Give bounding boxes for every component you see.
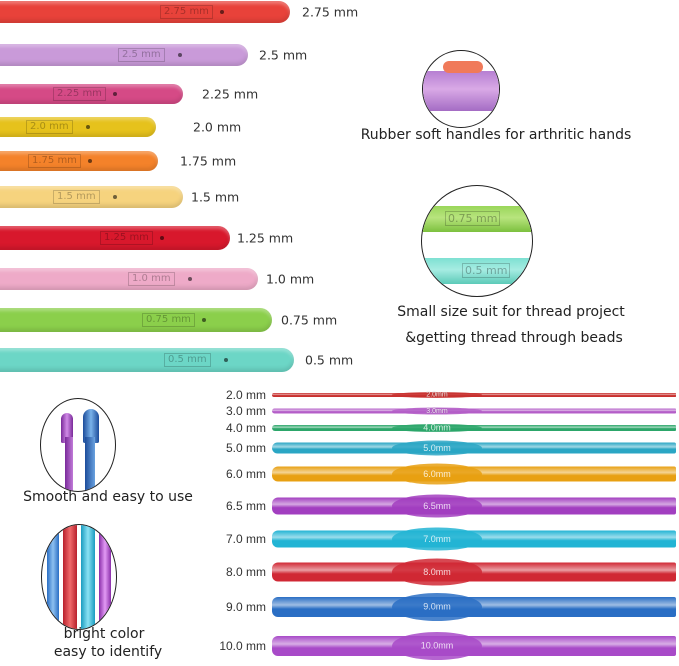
metal-hook: 6.5mm bbox=[272, 494, 676, 518]
handle-size-mark: 0.75 mm bbox=[142, 313, 195, 327]
mark-05: 0.5 mm bbox=[462, 263, 511, 278]
hook-thumb-rest bbox=[392, 632, 482, 660]
rubber-hook-size-label: 1.0 mm bbox=[266, 271, 315, 287]
rubber-hook-size-label: 1.75 mm bbox=[180, 153, 237, 169]
rubber-hook-size-label: 0.75 mm bbox=[281, 312, 338, 328]
hook-size-mark: 10.0mm bbox=[420, 640, 454, 651]
hook-size-mark: 6.5mm bbox=[423, 500, 451, 511]
rubber-hook-size-label: 1.5 mm bbox=[191, 189, 240, 205]
rubber-hook-handle: 0.5 mm bbox=[0, 348, 294, 372]
metal-hook: 6.0mm bbox=[272, 463, 676, 485]
hook-thumb-rest bbox=[392, 440, 482, 456]
metal-hook-size-label: 6.5 mm bbox=[225, 499, 266, 513]
metal-hook-size-label: 5.0 mm bbox=[225, 441, 266, 455]
metal-hook: 8.0mm bbox=[272, 558, 676, 586]
metal-hook-size-label: 4.0 mm bbox=[225, 421, 266, 435]
small-size-caption-1: Small size suit for thread project bbox=[397, 304, 625, 320]
hook-thumb-rest bbox=[392, 423, 482, 433]
hook-size-mark: 9.0mm bbox=[423, 601, 451, 612]
hook-size-mark: 2.0mm bbox=[426, 391, 448, 399]
hook-thumb-rest bbox=[392, 558, 482, 586]
handle-size-mark: 2.25 mm bbox=[53, 87, 106, 101]
metal-hook: 2.0mm bbox=[272, 391, 676, 399]
metal-hook-size-label: 8.0 mm bbox=[225, 565, 266, 579]
hook-thumb-rest bbox=[392, 494, 482, 518]
hook-size-mark: 6.0mm bbox=[423, 468, 451, 479]
handle-size-mark: 1.25 mm bbox=[100, 231, 153, 245]
handle-hole bbox=[113, 195, 117, 199]
handle-hole bbox=[88, 159, 92, 163]
metal-hook-size-label: 9.0 mm bbox=[225, 600, 266, 614]
metal-hook-size-label: 7.0 mm bbox=[225, 532, 266, 546]
smooth-tips-closeup bbox=[40, 398, 116, 492]
rubber-caption: Rubber soft handles for arthritic hands bbox=[360, 127, 632, 143]
handle-hole bbox=[220, 10, 224, 14]
metal-hook: 10.0mm bbox=[272, 632, 676, 660]
mark-075: 0.75 mm bbox=[445, 211, 501, 226]
handle-hole bbox=[160, 236, 164, 240]
metal-hook: 5.0mm bbox=[272, 440, 676, 456]
bright-caption-1: bright color bbox=[63, 626, 145, 642]
handle-hole bbox=[113, 92, 117, 96]
rubber-hook-handle: 1.75 mm bbox=[0, 151, 158, 171]
bright-color-closeup bbox=[41, 524, 117, 630]
metal-hook-size-label: 3.0 mm bbox=[225, 404, 266, 418]
rubber-hook-handle: 1.25 mm bbox=[0, 226, 230, 250]
hook-size-mark: 8.0mm bbox=[423, 566, 451, 577]
metal-hook: 7.0mm bbox=[272, 527, 676, 551]
metal-hook: 3.0mm bbox=[272, 407, 676, 415]
rubber-handle-closeup bbox=[422, 50, 500, 128]
handle-size-mark: 1.75 mm bbox=[28, 154, 81, 168]
handle-size-mark: 2.0 mm bbox=[26, 120, 73, 134]
hook-thumb-rest bbox=[392, 463, 482, 485]
handle-size-mark: 2.75 mm bbox=[160, 5, 213, 19]
rubber-hook-handle: 1.0 mm bbox=[0, 268, 258, 290]
hook-size-mark: 3.0mm bbox=[426, 407, 448, 415]
handle-size-mark: 1.5 mm bbox=[53, 190, 100, 204]
hook-size-mark: 5.0mm bbox=[423, 442, 451, 453]
rubber-hook-size-label: 2.75 mm bbox=[302, 4, 359, 20]
handle-size-mark: 1.0 mm bbox=[128, 272, 175, 286]
rubber-hook-size-label: 0.5 mm bbox=[305, 352, 354, 368]
rubber-hook-handle: 0.75 mm bbox=[0, 308, 272, 332]
hook-size-mark: 4.0mm bbox=[423, 422, 451, 433]
hook-thumb-rest bbox=[392, 392, 482, 398]
handle-hole bbox=[202, 318, 206, 322]
hook-size-mark: 7.0mm bbox=[423, 533, 451, 544]
smooth-caption: Smooth and easy to use bbox=[23, 489, 193, 505]
handle-hole bbox=[224, 358, 228, 362]
handle-size-mark: 2.5 mm bbox=[118, 48, 165, 62]
hook-thumb-rest bbox=[392, 407, 482, 415]
handle-hole bbox=[188, 277, 192, 281]
small-size-caption-2: &getting thread through beads bbox=[405, 330, 623, 346]
rubber-hook-size-label: 1.25 mm bbox=[237, 230, 294, 246]
bright-caption-2: easy to identify bbox=[53, 644, 163, 660]
metal-hook: 9.0mm bbox=[272, 593, 676, 621]
handle-hole bbox=[86, 125, 90, 129]
metal-hook: 4.0mm bbox=[272, 422, 676, 433]
hook-thumb-rest bbox=[392, 527, 482, 551]
rubber-hook-handle: 1.5 mm bbox=[0, 186, 183, 208]
rubber-hook-size-label: 2.0 mm bbox=[193, 119, 242, 135]
metal-hook-size-label: 10.0 mm bbox=[219, 639, 266, 653]
rubber-hook-handle: 2.0 mm bbox=[0, 117, 156, 137]
handle-hole bbox=[178, 53, 182, 57]
metal-hook-size-label: 6.0 mm bbox=[225, 467, 266, 481]
small-size-closeup: 0.75 mm 0.5 mm bbox=[421, 185, 533, 297]
hook-thumb-rest bbox=[392, 593, 482, 621]
handle-size-mark: 0.5 mm bbox=[164, 353, 211, 367]
rubber-hook-handle: 2.5 mm bbox=[0, 44, 248, 66]
rubber-hook-size-label: 2.5 mm bbox=[259, 47, 308, 63]
rubber-hook-size-label: 2.25 mm bbox=[202, 86, 259, 102]
rubber-hook-handle: 2.75 mm bbox=[0, 1, 290, 23]
metal-hook-size-label: 2.0 mm bbox=[225, 388, 266, 402]
rubber-hook-handle: 2.25 mm bbox=[0, 84, 183, 104]
